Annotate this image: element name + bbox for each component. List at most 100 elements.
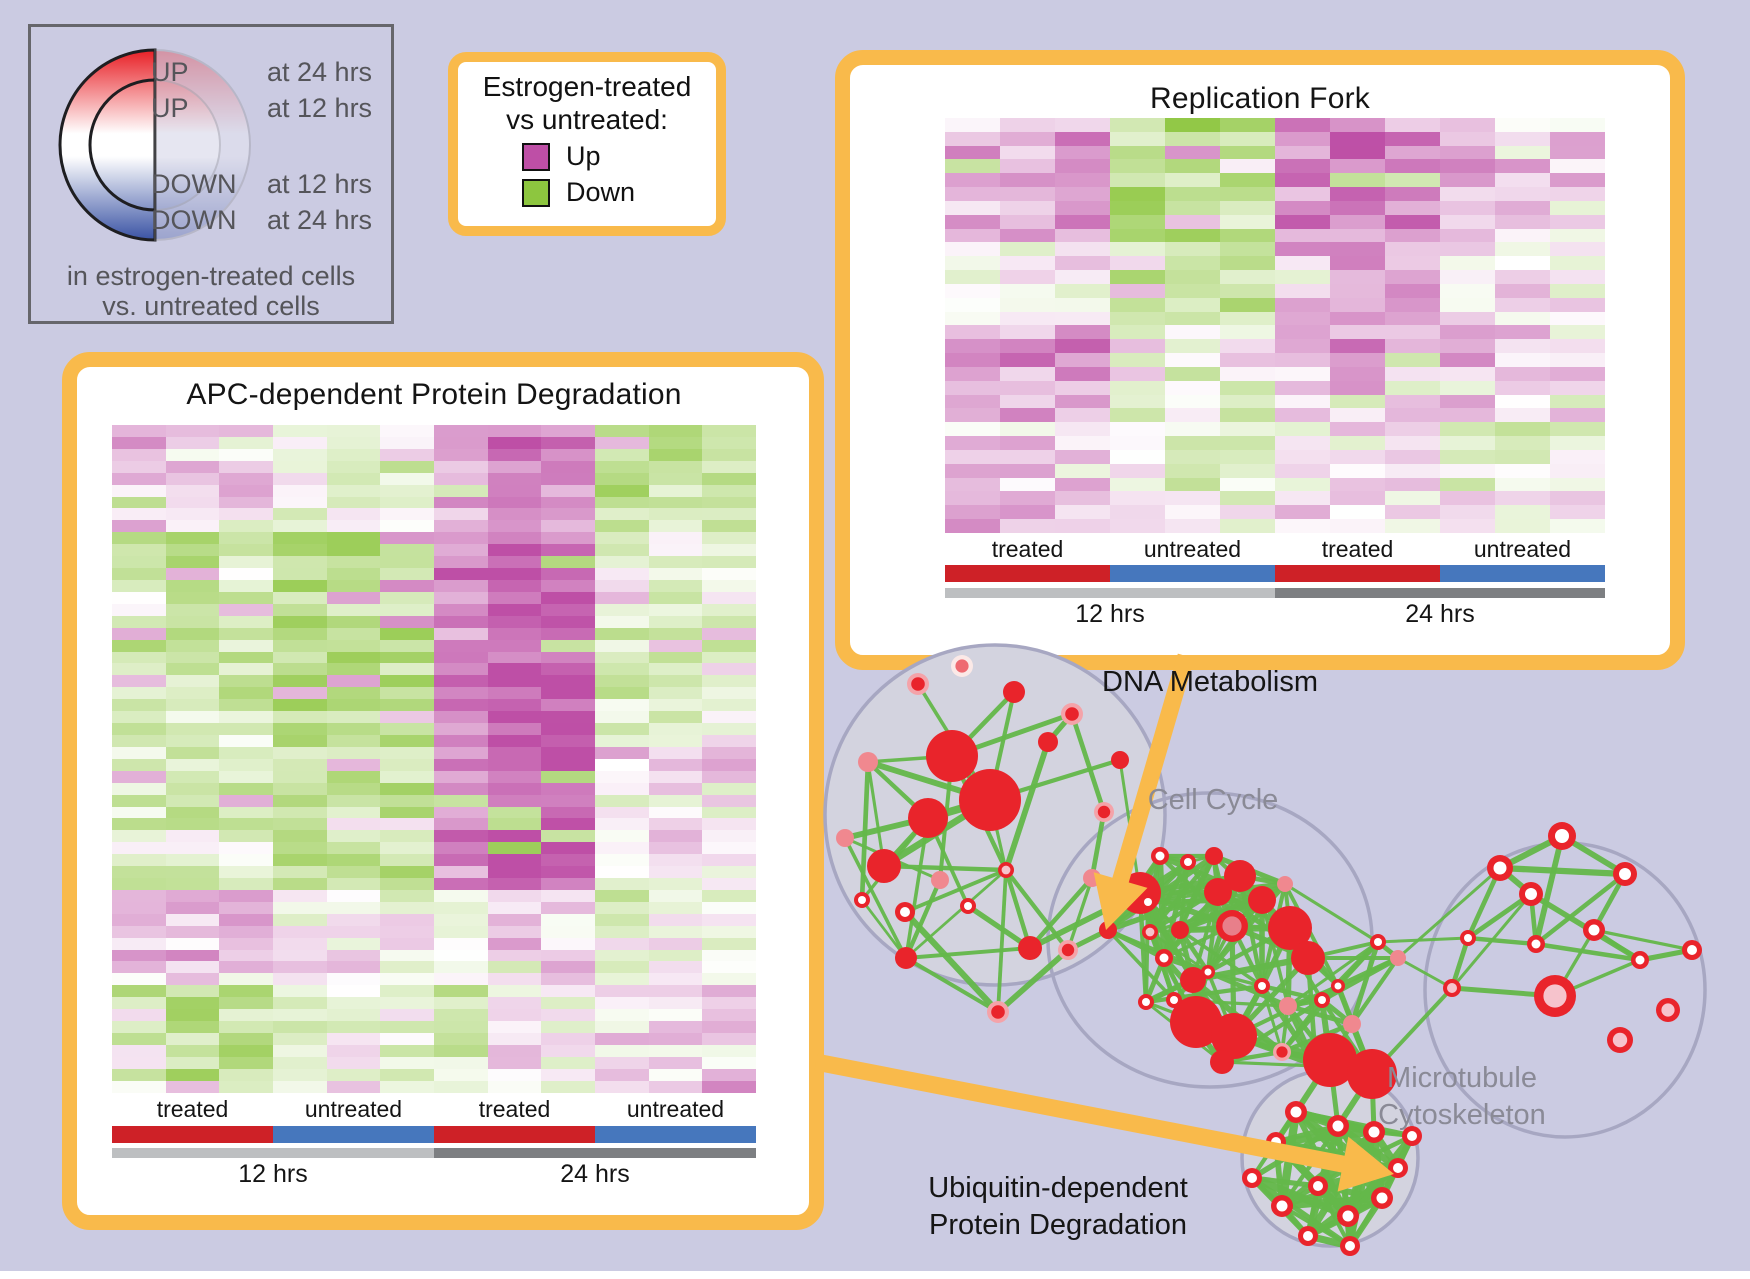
- heatmap-cell: [273, 687, 327, 700]
- heatmap-cell: [112, 603, 166, 616]
- heatmap-cell: [595, 794, 649, 807]
- heatmap-cell: [595, 901, 649, 914]
- heatmap-row: [945, 380, 1605, 395]
- heatmap-row: [112, 639, 757, 652]
- arrow-apc-panel-to-ubiquitin-cluster-head: [1337, 1136, 1394, 1192]
- heatmap-cell: [1275, 519, 1330, 533]
- cluster-label-dna-metabolism: DNA Metabolism: [1102, 666, 1318, 698]
- network-edge: [996, 947, 1070, 1015]
- heatmap-cell: [1000, 173, 1055, 188]
- network-edge: [905, 868, 1007, 960]
- heatmap-cell: [1275, 159, 1330, 174]
- network-node-center: [1342, 1210, 1354, 1222]
- heatmap-cell: [1110, 311, 1165, 326]
- heatmap-cell: [541, 758, 596, 771]
- network-edge: [966, 903, 1032, 951]
- heatmap-cell: [1495, 242, 1550, 257]
- heatmap-cell: [1385, 339, 1440, 354]
- heatmap-row: [112, 544, 757, 557]
- heatmap-row: [112, 1021, 757, 1034]
- heatmap-cell: [1165, 200, 1220, 215]
- heatmap-cell: [1550, 228, 1605, 243]
- heatmap-cell: [702, 1021, 757, 1034]
- heatmap-cell: [1440, 297, 1495, 312]
- heatmap-cell: [1000, 353, 1055, 367]
- heatmap-cell: [648, 997, 703, 1010]
- heatmap-cell: [1550, 145, 1605, 160]
- heatmap-cell: [1495, 214, 1550, 229]
- heatmap-cell: [1055, 187, 1110, 201]
- heatmap-cell: [541, 1080, 596, 1093]
- heatmap-cell: [219, 878, 274, 890]
- condition-color-bar: [1440, 565, 1605, 582]
- heatmap-cell: [595, 639, 649, 652]
- heatmap-row: [112, 651, 757, 664]
- condition-color-bar: [434, 1126, 595, 1143]
- heatmap-cell: [595, 711, 649, 724]
- heatmap-row: [112, 734, 757, 747]
- heatmap-cell: [595, 770, 649, 783]
- heatmap-cell: [219, 568, 274, 580]
- heatmap-row: [945, 366, 1605, 381]
- heatmap-cell: [1495, 311, 1550, 326]
- heatmap-cell: [273, 699, 327, 712]
- network-node-center: [1313, 1181, 1323, 1191]
- heatmap-cell: [1385, 436, 1440, 450]
- heatmap-cell: [487, 663, 542, 676]
- heatmap-cell: [326, 627, 381, 640]
- heatmap-cell: [434, 711, 488, 724]
- heatmap-cell: [1165, 505, 1220, 520]
- heatmap-cell: [1385, 422, 1440, 437]
- heatmap-row: [945, 131, 1605, 146]
- heatmap-cell: [648, 1021, 703, 1034]
- heatmap-cell: [1275, 422, 1330, 437]
- heatmap-cell: [380, 734, 435, 747]
- heatmap-cell: [945, 477, 1000, 492]
- heatmap-cell: [434, 758, 488, 771]
- heatmap-cell: [1165, 270, 1220, 284]
- heatmap-cell: [112, 425, 166, 437]
- heatmap-cell: [273, 425, 327, 437]
- heatmap-cell: [541, 901, 596, 914]
- heatmap-cell: [541, 508, 596, 521]
- heatmap-cell: [1275, 408, 1330, 423]
- network-edge: [1089, 811, 1107, 879]
- heatmap-cell: [945, 283, 1000, 298]
- heatmap-cell: [326, 925, 381, 938]
- heatmap-cell: [1220, 491, 1275, 506]
- heatmap-cell: [1220, 449, 1275, 464]
- network-edge: [1066, 877, 1094, 951]
- heatmap-cell: [273, 556, 327, 569]
- heatmap-cell: [219, 508, 274, 521]
- heatmap-cell: [112, 913, 166, 926]
- heatmap-cell: [1000, 297, 1055, 312]
- network-edge: [1533, 835, 1565, 945]
- network-node-solid: [1171, 921, 1189, 939]
- heatmap-cell: [595, 687, 649, 700]
- heatmap-cell: [326, 568, 381, 580]
- heatmap-cell: [273, 627, 327, 640]
- heatmap-cell: [541, 1068, 596, 1081]
- heatmap-cell: [487, 1068, 542, 1081]
- heatmap-cell: [434, 878, 488, 890]
- heatmap-cell: [702, 627, 757, 640]
- heatmap-cell: [380, 854, 435, 867]
- heatmap-cell: [1330, 366, 1385, 381]
- heatmap-cell: [219, 1021, 274, 1034]
- heatmap-cell: [595, 1009, 649, 1022]
- heatmap-cell: [595, 496, 649, 509]
- heatmap-cell: [648, 806, 703, 819]
- heatmap-cell: [380, 460, 435, 473]
- network-node-solid: [1205, 847, 1223, 865]
- heatmap-cell: [219, 925, 274, 938]
- heatmap-cell: [1055, 270, 1110, 284]
- heatmap-cell: [1000, 270, 1055, 284]
- heatmap-cell: [1055, 297, 1110, 312]
- heatmap-cell: [1495, 325, 1550, 340]
- heatmap-cell: [1275, 131, 1330, 146]
- heatmap-cell: [1220, 325, 1275, 340]
- heatmap-cell: [595, 651, 649, 664]
- network-node-center: [1464, 934, 1472, 942]
- heatmap-cell: [1220, 131, 1275, 146]
- heatmap-cell: [1165, 214, 1220, 229]
